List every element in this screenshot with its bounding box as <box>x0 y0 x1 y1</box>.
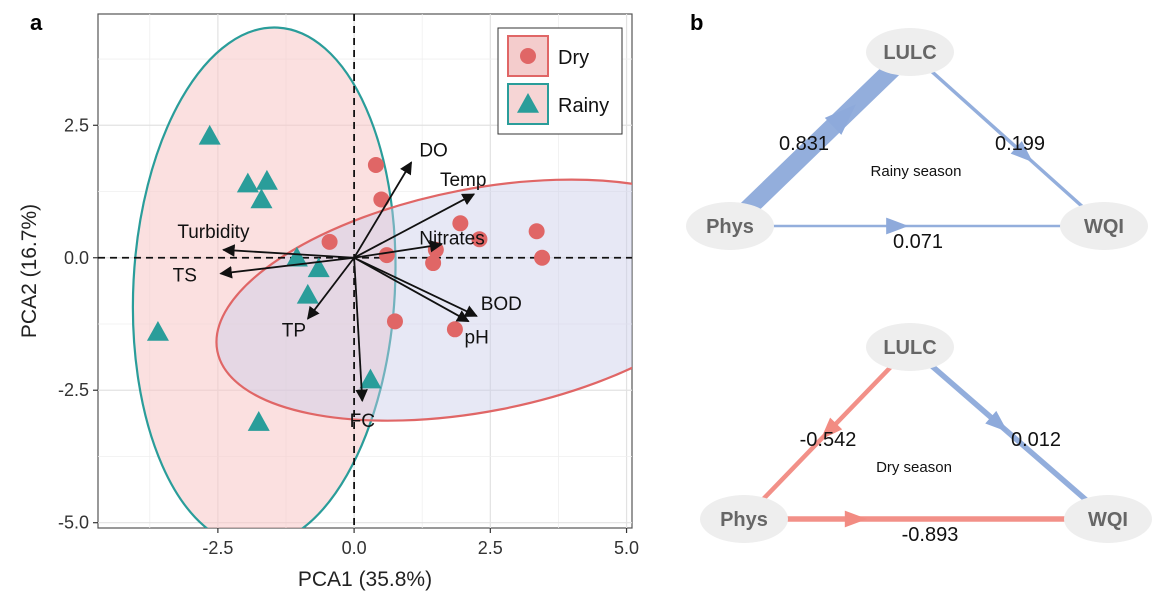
edge-lulc-wqi <box>908 344 1110 522</box>
x-tick-label: -2.5 <box>202 538 233 558</box>
loading-label-turbidity: Turbidity <box>177 222 250 243</box>
y-tick-label: -2.5 <box>58 380 89 400</box>
loading-label-do: DO <box>419 140 448 161</box>
loading-arrow-temp <box>353 193 476 259</box>
edge-coefficient-label: -0.893 <box>902 524 959 546</box>
panel-label-a: a <box>30 10 43 35</box>
y-tick-label: -5.0 <box>58 513 89 533</box>
loading-label-ph: pH <box>465 327 489 348</box>
legend-label-dry: Dry <box>558 47 589 69</box>
point-dry <box>378 247 395 264</box>
loading-arrow-turbidity <box>222 244 355 259</box>
legend-marker-dry <box>520 48 536 64</box>
node-label-phys: Phys <box>720 509 768 531</box>
loading-arrow-ts <box>219 256 355 279</box>
node-label-phys: Phys <box>706 216 754 238</box>
point-dry <box>321 233 338 250</box>
edge-arrowhead <box>886 217 909 235</box>
loading-arrow-ph <box>353 256 470 323</box>
x-axis-label: PCA1 (35.8%) <box>298 568 432 591</box>
edge-arrowhead <box>824 104 856 135</box>
edge-coefficient-label: 0.012 <box>1011 429 1061 451</box>
loading-arrow-nitrates <box>353 239 443 259</box>
path-diagram-dry: -0.542 0.012 -0.893 Dry season LULC Phys WQI <box>700 323 1152 546</box>
node-wqi <box>1064 495 1152 543</box>
loading-arrow-do <box>353 161 413 259</box>
node-label-lulc: LULC <box>883 42 936 64</box>
node-lulc <box>866 323 954 371</box>
point-rainy <box>307 257 330 278</box>
point-rainy <box>359 368 382 389</box>
point-dry <box>528 223 545 240</box>
edge-coefficient-label: 0.199 <box>995 133 1045 155</box>
point-dry <box>534 249 551 266</box>
edge-arrowhead <box>820 417 843 440</box>
edge-arrowhead <box>985 410 1008 432</box>
edge-arrowhead <box>844 510 868 528</box>
point-dry <box>367 157 384 174</box>
ellipse-dry <box>215 178 632 422</box>
point-dry <box>386 313 403 330</box>
x-tick-label: 0.0 <box>342 538 367 558</box>
edge-phys-lulc <box>723 45 917 233</box>
node-label-wqi: WQI <box>1084 216 1124 238</box>
point-rainy <box>250 188 273 209</box>
loading-label-nitrates: Nitrates <box>419 229 484 250</box>
node-label-wqi: WQI <box>1088 509 1128 531</box>
confidence-ellipses <box>131 26 632 528</box>
loading-arrow-bod <box>353 256 478 317</box>
point-rainy <box>198 124 221 145</box>
node-label-lulc: LULC <box>883 337 936 359</box>
loading-label-tp: TP <box>282 321 306 342</box>
y-tick-label: 0.0 <box>64 248 89 268</box>
point-dry <box>446 321 463 338</box>
diagram-title: Dry season <box>876 459 952 476</box>
node-wqi <box>1060 202 1148 250</box>
point-rainy <box>247 411 270 431</box>
node-lulc <box>866 28 954 76</box>
point-dry <box>471 231 488 248</box>
diagram-title: Rainy season <box>871 163 962 180</box>
y-tick-label: 2.5 <box>64 115 89 135</box>
point-rainy <box>296 283 319 304</box>
loading-vectors: DO Temp Nitrates BOD pH FC TP TS Turbidity <box>173 140 522 431</box>
edge-coefficient-label: 0.831 <box>779 133 829 155</box>
loading-label-fc: FC <box>350 411 375 432</box>
legend: Dry Rainy <box>497 27 623 135</box>
point-rainy <box>285 246 308 267</box>
point-dry <box>373 191 390 208</box>
legend-marker-rainy <box>517 93 539 113</box>
node-phys <box>686 202 774 250</box>
loading-arrow-tp <box>307 257 355 320</box>
edge-coefficient-label: -0.542 <box>800 429 857 451</box>
loading-label-bod: BOD <box>481 294 522 315</box>
point-rainy <box>236 172 259 193</box>
loading-arrow-fc <box>353 257 368 403</box>
point-rainy <box>146 320 169 341</box>
edge-arrowhead <box>1010 141 1033 163</box>
path-diagram-rainy: 0.831 0.199 0.071 Rainy season LULC Phys WQI <box>686 28 1148 253</box>
edge-lulc-wqi <box>908 50 1106 228</box>
pca-biplot: DO Temp Nitrates BOD pH FC TP TS Turbidity -2.5 0… <box>58 13 639 558</box>
axis-ticks: -2.5 0.0 2.5 5.0 -5.0 -2.5 0.0 2.5 <box>58 115 639 558</box>
x-tick-label: 5.0 <box>614 538 639 558</box>
legend-label-rainy: Rainy <box>558 95 609 117</box>
loading-label-ts: TS <box>173 266 197 287</box>
y-axis-label: PCA2 (16.7%) <box>18 204 41 338</box>
x-tick-label: 2.5 <box>478 538 503 558</box>
edge-coefficient-label: 0.071 <box>893 231 943 253</box>
point-rainy <box>255 169 278 190</box>
panel-label-b: b <box>690 10 703 35</box>
point-dry <box>425 255 442 272</box>
point-dry <box>452 215 469 232</box>
loading-label-temp: Temp <box>440 170 486 191</box>
node-phys <box>700 495 788 543</box>
